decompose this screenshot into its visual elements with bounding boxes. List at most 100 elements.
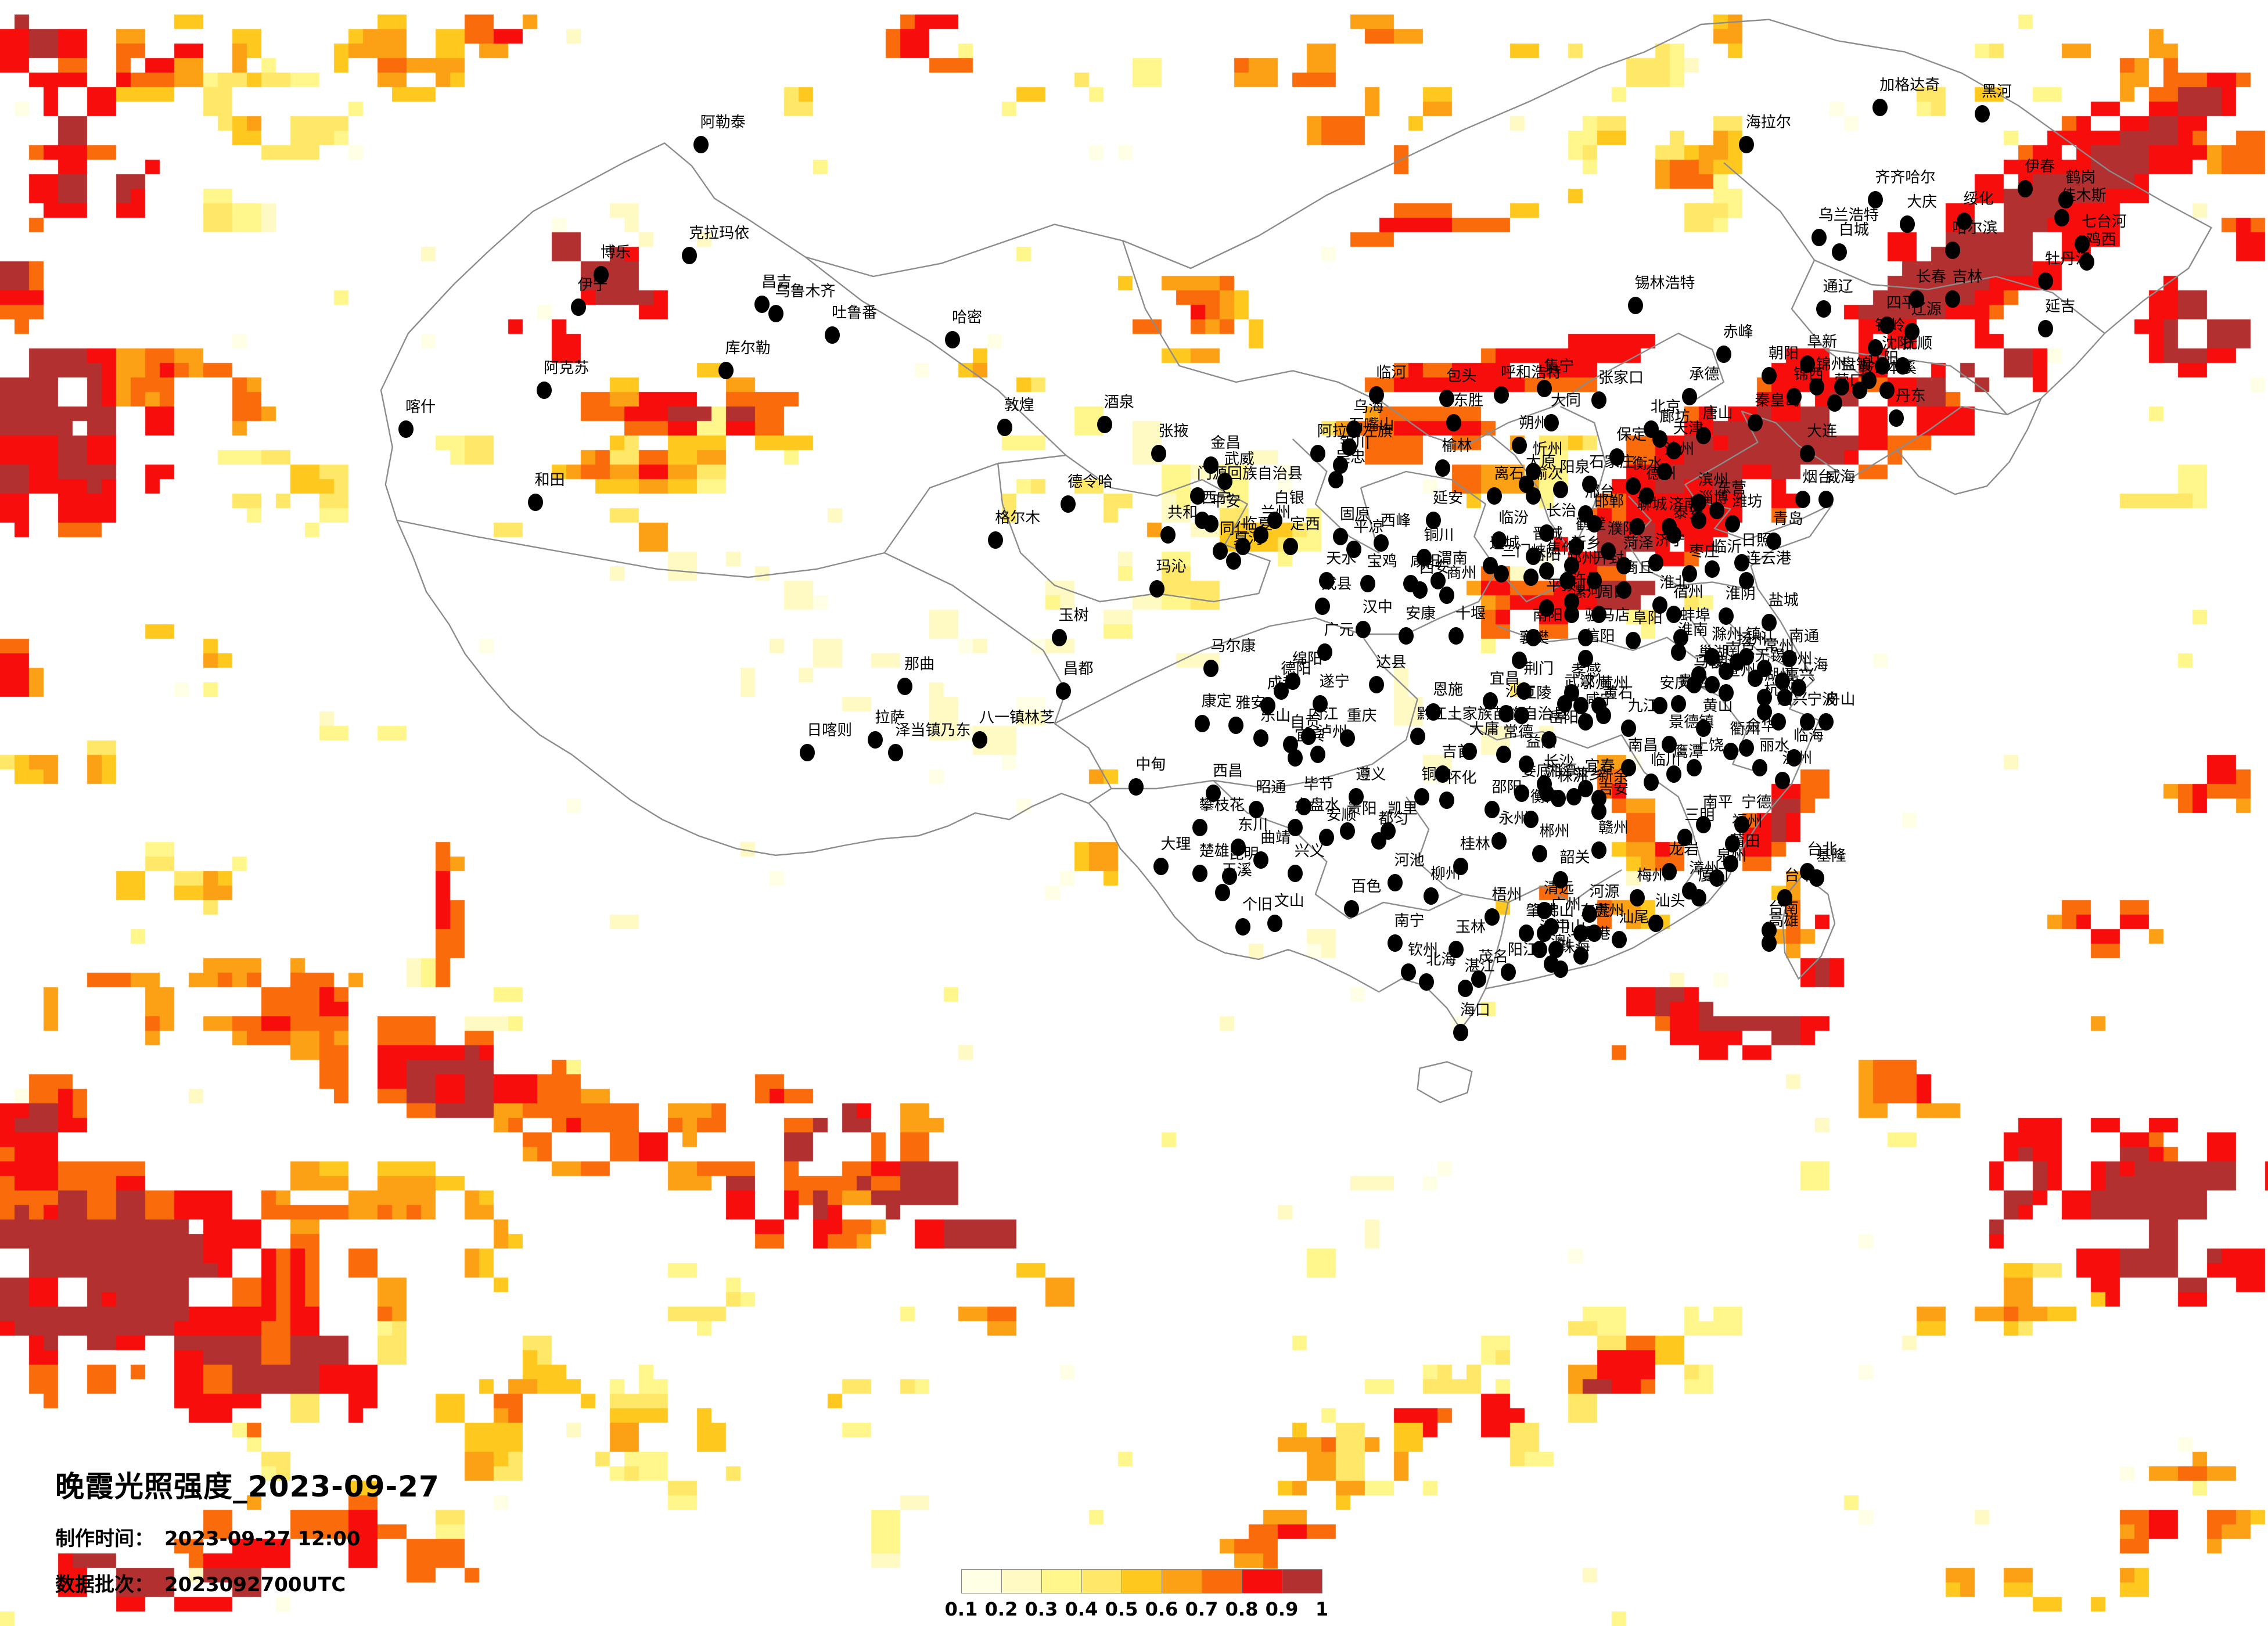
city-dot-icon	[1485, 908, 1500, 926]
city-marker: 石嘴山	[1342, 418, 1394, 456]
city-label: 韶关	[1559, 848, 1590, 866]
city-label: 大庸	[1469, 720, 1500, 738]
city-dot-icon	[1471, 970, 1487, 988]
city-label: 柳州	[1430, 865, 1461, 883]
city-marker: 四平	[1879, 296, 1917, 334]
city-label: 汉中	[1362, 598, 1393, 616]
city-label: 邯郸	[1594, 492, 1624, 510]
city-marker: 呼和浩特	[1494, 365, 1561, 404]
city-label: 忻州	[1532, 441, 1563, 458]
legend-color-cell	[1002, 1570, 1042, 1593]
city-label: 大庆	[1907, 193, 1938, 211]
city-label: 西昌	[1213, 762, 1243, 780]
city-label: 宝鸡	[1367, 553, 1397, 571]
city-marker: 鞍山	[1852, 361, 1889, 399]
city-marker: 南昌	[1620, 738, 1658, 776]
city-marker: 肇庆	[1519, 904, 1556, 942]
city-label: 宿州	[1673, 584, 1703, 602]
city-dot-icon	[1512, 651, 1527, 669]
city-label: 永州	[1498, 810, 1529, 828]
city-marker: 商丘	[1616, 560, 1654, 599]
city-label: 临海	[1793, 726, 1824, 744]
city-label: 安康	[1406, 605, 1436, 623]
city-marker: 汕头	[1648, 894, 1685, 933]
city-marker: 临川	[1643, 753, 1681, 791]
city-label: 集宁	[1544, 358, 1575, 376]
city-dot-icon	[1677, 829, 1693, 846]
city-dot-icon	[800, 744, 815, 762]
city-label: 河池	[1394, 852, 1425, 870]
legend-labels: 0.1 0.2 0.3 0.4 0.5 0.6 0.7 0.8 0.9 1	[945, 1598, 1328, 1621]
city-marker: 枣庄	[1682, 544, 1719, 583]
city-dot-icon	[1666, 765, 1681, 783]
city-dot-icon	[1757, 689, 1773, 707]
city-label: 娄底	[1521, 762, 1552, 780]
city-dot-icon	[1491, 531, 1507, 549]
boundary-line	[1723, 162, 1872, 383]
city-dot-icon	[1852, 382, 1868, 399]
city-marker: 阜新	[1800, 334, 1837, 373]
city-dot-icon	[1206, 785, 1221, 803]
city-label: 吐鲁番	[832, 304, 878, 322]
city-marker: 上饶	[1687, 738, 1724, 776]
city-marker: 集宁	[1537, 359, 1574, 398]
city-dot-icon	[1568, 537, 1584, 555]
city-dot-icon	[1537, 924, 1552, 942]
city-label: 基隆	[1816, 847, 1846, 865]
city-dot-icon	[1491, 832, 1507, 850]
city-dot-icon	[1716, 346, 1731, 364]
city-dot-icon	[1908, 290, 1924, 308]
city-dot-icon	[1435, 765, 1450, 783]
city-label: 七台河	[2081, 213, 2127, 231]
city-label: 泸州	[1317, 724, 1347, 742]
city-marker: 金华	[1738, 718, 1776, 757]
city-dot-icon	[1399, 627, 1414, 645]
city-label: 无锡	[1755, 647, 1785, 665]
city-marker: 武威	[1217, 452, 1255, 490]
city-dot-icon	[1287, 819, 1303, 837]
city-marker: 吐鲁番	[825, 305, 877, 344]
city-dot-icon	[1791, 679, 1806, 697]
city-label: 石家庄	[1589, 454, 1635, 472]
city-marker: 重庆	[1339, 708, 1377, 747]
city-dot-icon	[868, 731, 883, 749]
city-label: 鹤壁	[1575, 515, 1606, 533]
city-marker: 长治	[1539, 503, 1576, 542]
city-label: 驻马店	[1584, 606, 1630, 624]
city-label: 青岛	[1773, 510, 1803, 528]
city-label: 吉林	[1952, 268, 1983, 286]
city-marker: 伊宁	[570, 278, 608, 316]
city-label: 衡阳	[1530, 789, 1561, 807]
legend-color-cell	[962, 1570, 1002, 1593]
boundary-line	[1406, 796, 1464, 895]
city-marker: 娄底	[1514, 764, 1551, 803]
city-dot-icon	[1494, 565, 1509, 583]
city-label: 鹤岗	[2065, 169, 2096, 187]
city-marker: 鹤岗	[2058, 170, 2096, 209]
city-dot-icon	[1439, 390, 1455, 407]
boundary-line	[1485, 430, 1573, 603]
boundary-line	[397, 256, 1067, 578]
production-time-value: 2023-09-27 12:00	[164, 1527, 361, 1551]
city-marker: 遵义	[1349, 767, 1386, 805]
city-label: 宜宾	[1294, 726, 1325, 744]
city-label: 上饶	[1694, 736, 1724, 754]
city-label: 凯里	[1387, 800, 1418, 818]
city-label: 淮南	[1677, 621, 1708, 639]
city-label: 枣庄	[1689, 543, 1720, 561]
city-dot-icon	[1945, 242, 1961, 260]
city-dot-icon	[1267, 512, 1282, 529]
city-marker: 安庆	[1652, 676, 1690, 715]
city-marker: 柳州	[1424, 866, 1461, 905]
city-marker: 夏河	[1226, 531, 1263, 570]
city-marker: 新余	[1591, 769, 1629, 807]
city-dot-icon	[1439, 791, 1455, 809]
city-label: 西峰	[1381, 512, 1411, 530]
city-marker: 玛沁	[1149, 559, 1187, 598]
city-dot-icon	[1339, 822, 1355, 840]
city-marker: 厦门	[1691, 868, 1728, 906]
city-dot-icon	[1296, 797, 1312, 815]
city-marker: 马鞍山	[1687, 655, 1739, 693]
city-label: 黄山	[1702, 697, 1733, 715]
